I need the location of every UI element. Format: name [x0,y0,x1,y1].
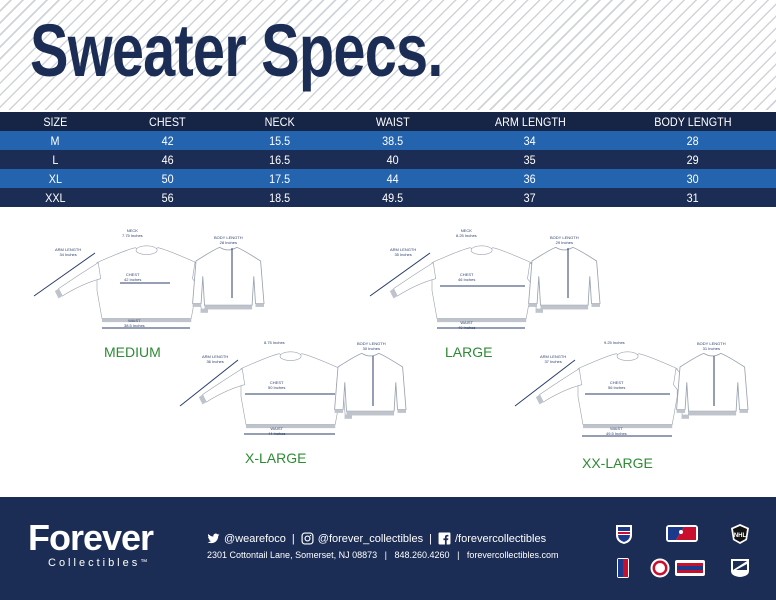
mls-logo-icon [731,559,749,577]
instagram-handle[interactable]: @forever_collectibles [317,532,424,545]
table-cell: 40 [386,152,399,167]
table-row: M 42 15.5 38.5 34 28 [0,131,776,150]
table-cell: 28 [686,133,700,148]
table-cell: 42 [161,133,174,148]
table-header-row: SIZE CHEST NECK WAIST ARM LENGTH BODY LE… [0,112,776,131]
table-cell: 56 [161,190,174,205]
column-header: CHEST [149,114,186,129]
table-cell: L [51,152,59,167]
neck-measurement: 8.75 Inches [264,340,285,345]
arm-measurement: ARM LENGTH 34 Inches [55,247,82,257]
neck-measurement: NECK 7.75 Inches [122,228,143,238]
arm-line [179,359,239,407]
size-label-large: LARGE [445,344,493,360]
website-link[interactable]: forevercollectibles.com [466,550,559,560]
social-links: @wearefoco | @forever_collectibles | /fo… [207,532,546,545]
table-cell: M [50,133,60,148]
mlb-logo-icon [666,525,698,542]
size-specs-table: SIZE CHEST NECK WAIST ARM LENGTH BODY LE… [0,112,776,207]
table-cell: 34 [523,133,537,148]
table-cell: 18.5 [269,190,291,205]
body-length-measurement: BODY LENGTH 31 Inches [697,341,726,351]
team-logo-icon [675,560,705,576]
chest-measurement: CHEST 50 Inches [268,380,286,390]
table-cell: 46 [161,152,174,167]
table-row: XL 50 17.5 44 36 30 [0,169,776,188]
large-diagram [369,245,601,329]
column-header: ARM LENGTH [494,114,566,129]
arm-measurement: ARM LENGTH 36 Inches [202,354,229,364]
body-length-measurement: BODY LENGTH 29 Inches [550,235,579,245]
table-cell: XXL [44,190,66,205]
xlarge-diagram [179,351,407,435]
medium-diagram [33,245,265,329]
nba-logo-icon [617,558,629,578]
neck-measurement: NECK 8.25 Inches [456,228,477,238]
arm-line [514,359,576,407]
table-cell: 49.5 [381,190,404,205]
column-header: WAIST [375,114,410,129]
chest-measurement: CHEST 42 Inches [124,272,142,282]
phone: 848.260.4260 [394,550,450,560]
table-cell: 30 [686,171,700,186]
page-title: Sweater Specs. [30,9,443,92]
header-banner: Sweater Specs. [0,0,776,110]
chest-measurement: CHEST 46 Inches [458,272,476,282]
table-row: L 46 16.5 40 35 29 [0,150,776,169]
table-cell: 36 [523,171,537,186]
facebook-icon [438,532,451,545]
waist-measurement: WAIST 44 Inches [268,426,286,436]
nfl-logo-icon [616,525,632,544]
svg-text:NHL: NHL [734,533,747,539]
arm-line [369,252,431,297]
table-cell: XL [48,171,62,186]
body-length-measurement: BODY LENGTH 28 Inches [214,235,243,245]
sweater-diagrams: NECK 7.75 Inches ARM LENGTH 34 Inches CHES… [0,208,776,498]
table-cell: 15.5 [269,133,291,148]
waist-measurement: WAIST 40 Inches [458,320,476,330]
table-cell: 44 [386,171,399,186]
arm-measurement: ARM LENGTH 37 Inches [540,354,567,364]
chest-measurement: CHEST 56 Inches [608,380,626,390]
brand-sub: Collectibles™ [48,557,151,569]
twitter-handle[interactable]: @wearefoco [224,532,286,545]
waist-measurement: WAIST 49.5 Inches [606,426,627,436]
table-cell: 17.5 [269,171,291,186]
neck-measurement: 9.25 Inches [604,340,625,345]
waist-measurement: WAIST 38.5 Inches [124,318,145,328]
size-label-xlarge: X-LARGE [245,450,307,466]
size-label-xxlarge: XX-LARGE [582,455,653,471]
size-label-medium: MEDIUM [104,344,161,360]
table-cell: 37 [523,190,537,205]
sweater-illustrations [33,245,749,437]
table-cell: 29 [686,152,700,167]
table-cell: 16.5 [269,152,291,167]
facebook-handle[interactable]: /forevercollectibles [454,532,547,545]
nhl-logo-icon: NHL [731,524,749,544]
table-row: XXL 56 18.5 49.5 37 31 [0,188,776,207]
arm-line [33,252,96,297]
column-header: NECK [264,114,296,129]
league-logos: NHL [612,523,752,579]
arm-measurement: ARM LENGTH 35 Inches [390,247,417,257]
brand-name: Forever [28,517,154,558]
xxlarge-diagram [514,351,749,437]
ncaa-logo-icon [650,558,670,578]
table-cell: 35 [523,152,537,167]
footer: Forever Collectibles™ @wearefoco | @fore… [0,497,776,600]
brand-logo: Forever Collectibles™ [28,517,154,570]
column-header: BODY LENGTH [654,114,732,129]
table-cell: 31 [686,190,700,205]
contact-info: 2301 Cottontail Lane, Somerset, NJ 08873… [207,550,559,560]
table-cell: 38.5 [381,133,404,148]
body-length-measurement: BODY LENGTH 30 Inches [357,341,386,351]
instagram-icon [301,532,314,545]
address: 2301 Cottontail Lane, Somerset, NJ 08873 [207,550,378,560]
twitter-icon [207,533,220,544]
column-header: SIZE [42,114,67,129]
table-cell: 50 [161,171,174,186]
